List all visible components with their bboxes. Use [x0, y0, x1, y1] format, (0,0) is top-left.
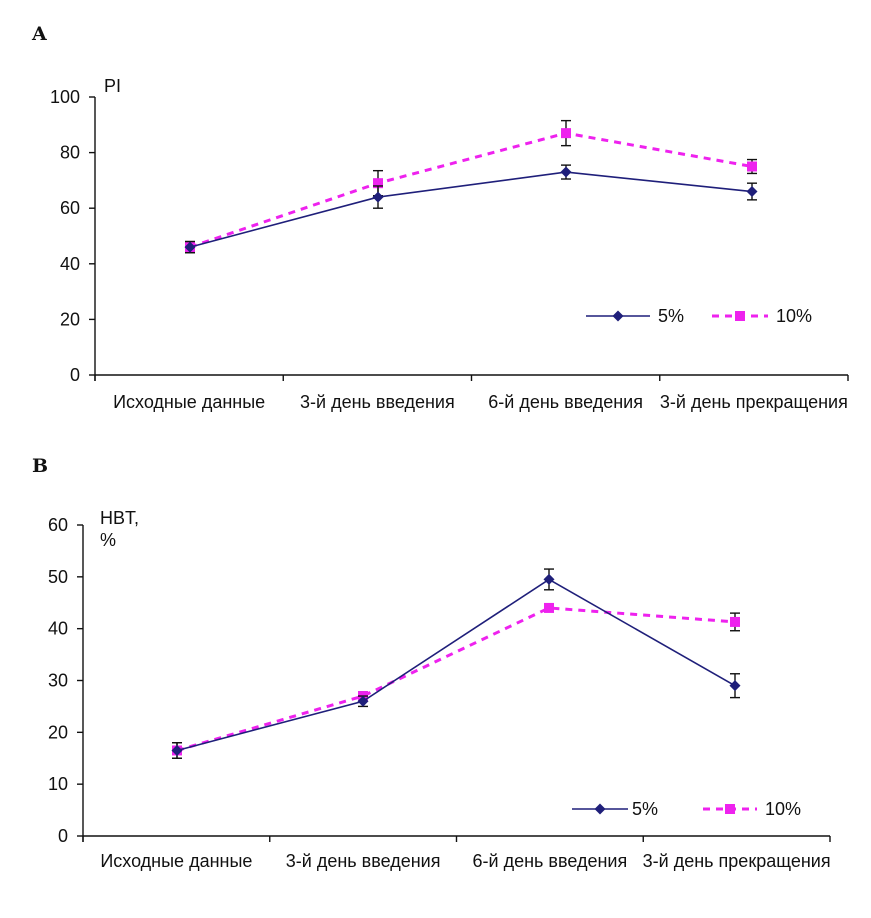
panel-b-y-tick-label: 30: [48, 671, 68, 691]
panel-b-series-5pct-line: [176, 578, 736, 752]
panel-a-y-tick-label: 60: [60, 198, 80, 218]
panel-b-series-10pct-point: [544, 602, 554, 613]
panel-b-legend-5pct-marker: [594, 803, 606, 815]
panel-b-y-tick-label: 0: [58, 826, 68, 846]
panel-b-category-label: 6-й день введения: [473, 851, 628, 871]
panel-a-series-10pct-point: [373, 178, 383, 189]
panel-a-y-axis-label: PI: [104, 76, 121, 96]
panel-b-series-10pct-line: [176, 606, 736, 752]
panel-b-series-5pct-point: [729, 680, 741, 692]
panel-a-legend-10pct-marker: [735, 311, 745, 321]
panel-b-y-tick-label: 50: [48, 567, 68, 587]
panel-b-series-10pct-point: [730, 616, 740, 627]
panel-b-legend-10pct-label: 10%: [765, 799, 801, 819]
panel-a-letter: A: [31, 23, 47, 45]
panel-a-y-tick-label: 80: [60, 143, 80, 163]
panel-b-series-5pct-point: [543, 573, 555, 585]
panel-b-letter: B: [32, 455, 48, 477]
panel-a-y-tick-label: 0: [70, 365, 80, 385]
panel-a-legend-10pct-label: 10%: [776, 306, 812, 326]
panel-a-y-tick-label: 20: [60, 309, 80, 329]
panel-b-category-label: 3-й день введения: [286, 851, 441, 871]
panel-b-series-5pct-point: [171, 744, 183, 756]
panel-a-series-5pct-point: [746, 186, 758, 198]
panel-a-series-5pct-point: [560, 166, 572, 178]
chart-panel-a: 0 20 40 60 80 100 Исходные данные 3-й день введ…: [50, 76, 849, 412]
panel-b-category-label: Исходные данные: [100, 851, 252, 871]
panel-a-category-label: 3-й день прекращения: [660, 392, 848, 412]
panel-a-series-10pct-line: [189, 131, 753, 249]
panel-b-y-axis-label: HBT,: [100, 508, 139, 528]
panel-a-series-10pct-point: [747, 161, 757, 172]
panel-b-category-label: 3-й день прекращения: [643, 851, 831, 871]
panel-b-y-axis-label: %: [100, 530, 116, 550]
panel-b-legend-5pct-label: 5%: [632, 799, 658, 819]
panel-b-series-5pct-point: [357, 695, 369, 707]
panel-a-category-label: 3-й день введения: [300, 392, 455, 412]
panel-b-y-tick-label: 20: [48, 722, 68, 742]
panel-b-y-tick-label: 40: [48, 619, 68, 639]
panel-a-series-5pct-point: [372, 191, 384, 203]
panel-a-y-tick-label: 100: [50, 87, 80, 107]
panel-a-y-tick-label: 40: [60, 254, 80, 274]
panel-a-series-10pct-point: [561, 128, 571, 139]
panel-b-y-tick-label: 60: [48, 515, 68, 535]
panel-b-y-tick-label: 10: [48, 774, 68, 794]
panel-a-category-label: Исходные данные: [113, 392, 265, 412]
chart-panel-b: 0 10 20 30 40 50 60 Исходные данные 3-й день вве…: [48, 508, 831, 871]
panel-a-legend-5pct-label: 5%: [658, 306, 684, 326]
panel-a-legend-5pct-marker: [612, 310, 624, 322]
panel-a-series-5pct-line: [189, 171, 753, 248]
panel-a-series-5pct-point: [184, 241, 196, 253]
panel-b-legend-10pct-marker: [725, 804, 735, 814]
panel-a-category-label: 6-й день введения: [488, 392, 643, 412]
